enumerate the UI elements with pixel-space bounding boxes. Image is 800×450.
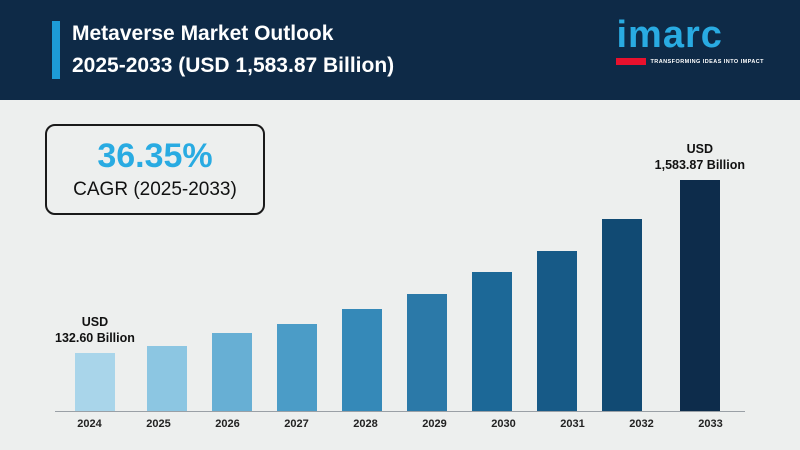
bar-column-2025 xyxy=(135,346,200,411)
cagr-callout-box: 36.35% CAGR (2025-2033) xyxy=(45,124,265,215)
bar-2031 xyxy=(537,251,578,411)
bar-2026 xyxy=(212,333,253,411)
title-accent-bar xyxy=(52,21,60,79)
header-banner: Metaverse Market Outlook 2025-2033 (USD … xyxy=(0,0,800,100)
bar-column-2028 xyxy=(330,309,395,411)
bar-2033 xyxy=(679,180,720,411)
bar-2024 xyxy=(74,353,115,411)
page-title: Metaverse Market Outlook 2025-2033 (USD … xyxy=(72,18,394,81)
bars-row: USD 132.60 Billion USD 1,583.87 Billion xyxy=(55,142,745,412)
bar-2025 xyxy=(147,346,188,411)
imarc-logo-text: imarc xyxy=(616,14,723,56)
page-title-line2: 2025-2033 (USD 1,583.87 Billion) xyxy=(72,53,395,77)
bar-2032 xyxy=(602,219,643,411)
page-title-line1: Metaverse Market Outlook xyxy=(72,22,334,45)
cagr-value: 36.35% xyxy=(97,137,213,175)
bar-2030 xyxy=(472,272,513,411)
x-axis-label-2029: 2029 xyxy=(422,418,447,430)
bar-chart: USD 132.60 Billion USD 1,583.87 Billion 202… xyxy=(55,142,745,430)
bar-column-2030 xyxy=(460,272,525,411)
bar-column-2031 xyxy=(525,251,590,411)
bar-2029 xyxy=(407,294,448,411)
bar-column-2032 xyxy=(590,219,655,411)
bar-column-2029 xyxy=(395,294,460,411)
imarc-logo-subline: TRANSFORMING IDEAS INTO IMPACT xyxy=(616,58,764,65)
x-axis-label-2026: 2026 xyxy=(215,418,240,430)
x-axis-label-2032: 2032 xyxy=(629,418,654,430)
x-axis-label-2030: 2030 xyxy=(491,418,516,430)
bar-column-2033: USD 1,583.87 Billion xyxy=(654,141,745,411)
logo-red-accent-bar xyxy=(616,58,647,65)
bar-column-2026 xyxy=(200,333,265,411)
x-axis-label-2031: 2031 xyxy=(560,418,585,430)
years-row: 2024 2025 2026 2027 2028 2029 2030 2031 2032 2033 xyxy=(55,418,745,430)
cagr-label: CAGR (2025-2033) xyxy=(73,178,237,200)
bar-2027 xyxy=(277,324,318,411)
logo-tagline: TRANSFORMING IDEAS INTO IMPACT xyxy=(650,58,764,65)
bar-column-2024: USD 132.60 Billion xyxy=(55,314,135,411)
bar-value-label-2033: USD 1,583.87 Billion xyxy=(654,141,745,172)
x-axis-label-2025: 2025 xyxy=(146,418,171,430)
x-axis-label-2028: 2028 xyxy=(353,418,378,430)
bar-2028 xyxy=(342,309,383,411)
x-axis-label-2033: 2033 xyxy=(698,418,723,430)
x-axis-label-2024: 2024 xyxy=(77,418,102,430)
bar-column-2027 xyxy=(265,324,330,411)
imarc-logo: imarc TRANSFORMING IDEAS INTO IMPACT xyxy=(616,16,764,65)
bar-value-label-2024: USD 132.60 Billion xyxy=(55,314,135,345)
x-axis-label-2027: 2027 xyxy=(284,418,309,430)
